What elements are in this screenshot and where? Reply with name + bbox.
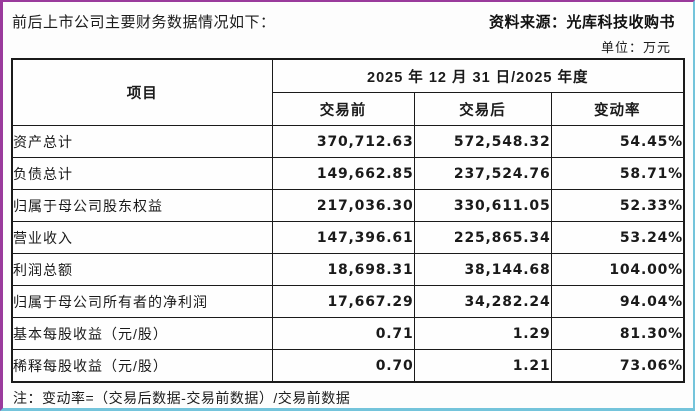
cell-change: 52.33% bbox=[550, 189, 685, 222]
table-row: 稀释每股收益（元/股） 0.70 1.21 73.06% bbox=[11, 349, 685, 383]
cell-after: 1.21 bbox=[413, 349, 552, 383]
unit-label: 单位：万元 bbox=[600, 40, 671, 55]
table-header-row-top: 项目 2025 年 12 月 31 日/2025 年度 bbox=[11, 58, 685, 126]
row-label: 基本每股收益（元/股） bbox=[11, 317, 273, 350]
row-label: 资产总计 bbox=[11, 125, 273, 158]
cell-change: 58.71% bbox=[550, 157, 685, 190]
cell-before: 370,712.63 bbox=[271, 125, 415, 158]
row-label: 归属于母公司股东权益 bbox=[11, 189, 273, 222]
cell-change: 104.00% bbox=[550, 253, 685, 286]
cell-before: 0.70 bbox=[271, 349, 415, 383]
cell-after: 330,611.05 bbox=[413, 189, 552, 222]
cell-change: 94.04% bbox=[550, 285, 685, 318]
row-label: 负债总计 bbox=[11, 157, 273, 190]
document-page: 前后上市公司主要财务数据情况如下： 资料来源：光库科技收购书 单位：万元 项目 … bbox=[3, 2, 693, 408]
cell-before: 17,667.29 bbox=[271, 285, 415, 318]
cell-before: 147,396.61 bbox=[271, 221, 415, 254]
row-label: 营业收入 bbox=[11, 221, 273, 254]
table-header-row-sub: 交易前 交易后 变动率 bbox=[12, 92, 685, 126]
cell-change: 81.30% bbox=[550, 317, 685, 350]
row-label: 稀释每股收益（元/股） bbox=[11, 349, 273, 383]
table-row: 归属于母公司所有者的净利润 17,667.29 34,282.24 94.04% bbox=[11, 285, 685, 318]
financial-table: 项目 2025 年 12 月 31 日/2025 年度 交易前 交易后 变动率 资产… bbox=[11, 58, 685, 383]
column-header-change: 变动率 bbox=[550, 92, 685, 126]
table-row: 营业收入 147,396.61 225,865.34 53.24% bbox=[11, 221, 685, 254]
cell-after: 237,524.76 bbox=[413, 157, 552, 190]
cell-after: 38,144.68 bbox=[413, 253, 552, 286]
column-header-before: 交易前 bbox=[271, 92, 415, 126]
footnote: 注：变动率=（交易后数据-交易前数据）/交易前数据 bbox=[13, 390, 351, 406]
cell-before: 0.71 bbox=[271, 317, 415, 350]
column-header-item: 项目 bbox=[11, 58, 273, 126]
cell-change: 54.45% bbox=[550, 125, 685, 158]
column-header-period: 2025 年 12 月 31 日/2025 年度 bbox=[271, 58, 685, 93]
table-row: 基本每股收益（元/股） 0.71 1.29 81.30% bbox=[11, 317, 685, 350]
cell-before: 149,662.85 bbox=[271, 157, 415, 190]
row-label: 利润总额 bbox=[11, 253, 273, 286]
table-row: 利润总额 18,698.31 38,144.68 104.00% bbox=[11, 253, 685, 286]
cell-change: 53.24% bbox=[550, 221, 685, 254]
row-label: 归属于母公司所有者的净利润 bbox=[11, 285, 273, 318]
page-title: 前后上市公司主要财务数据情况如下： bbox=[12, 14, 276, 31]
cell-after: 1.29 bbox=[413, 317, 552, 350]
cell-after: 572,548.32 bbox=[413, 125, 552, 158]
cell-change: 73.06% bbox=[550, 349, 685, 383]
header-row: 前后上市公司主要财务数据情况如下： 资料来源：光库科技收购书 bbox=[12, 11, 675, 32]
table-row: 负债总计 149,662.85 237,524.76 58.71% bbox=[11, 157, 685, 190]
column-header-after: 交易后 bbox=[413, 92, 552, 126]
cell-after: 225,865.34 bbox=[413, 221, 552, 254]
cell-after: 34,282.24 bbox=[413, 285, 552, 318]
cell-before: 18,698.31 bbox=[271, 253, 415, 286]
table-row: 资产总计 370,712.63 572,548.32 54.45% bbox=[11, 125, 685, 158]
source-label: 资料来源：光库科技收购书 bbox=[488, 14, 675, 31]
table-row: 归属于母公司股东权益 217,036.30 330,611.05 52.33% bbox=[11, 189, 685, 222]
cell-before: 217,036.30 bbox=[271, 189, 415, 222]
